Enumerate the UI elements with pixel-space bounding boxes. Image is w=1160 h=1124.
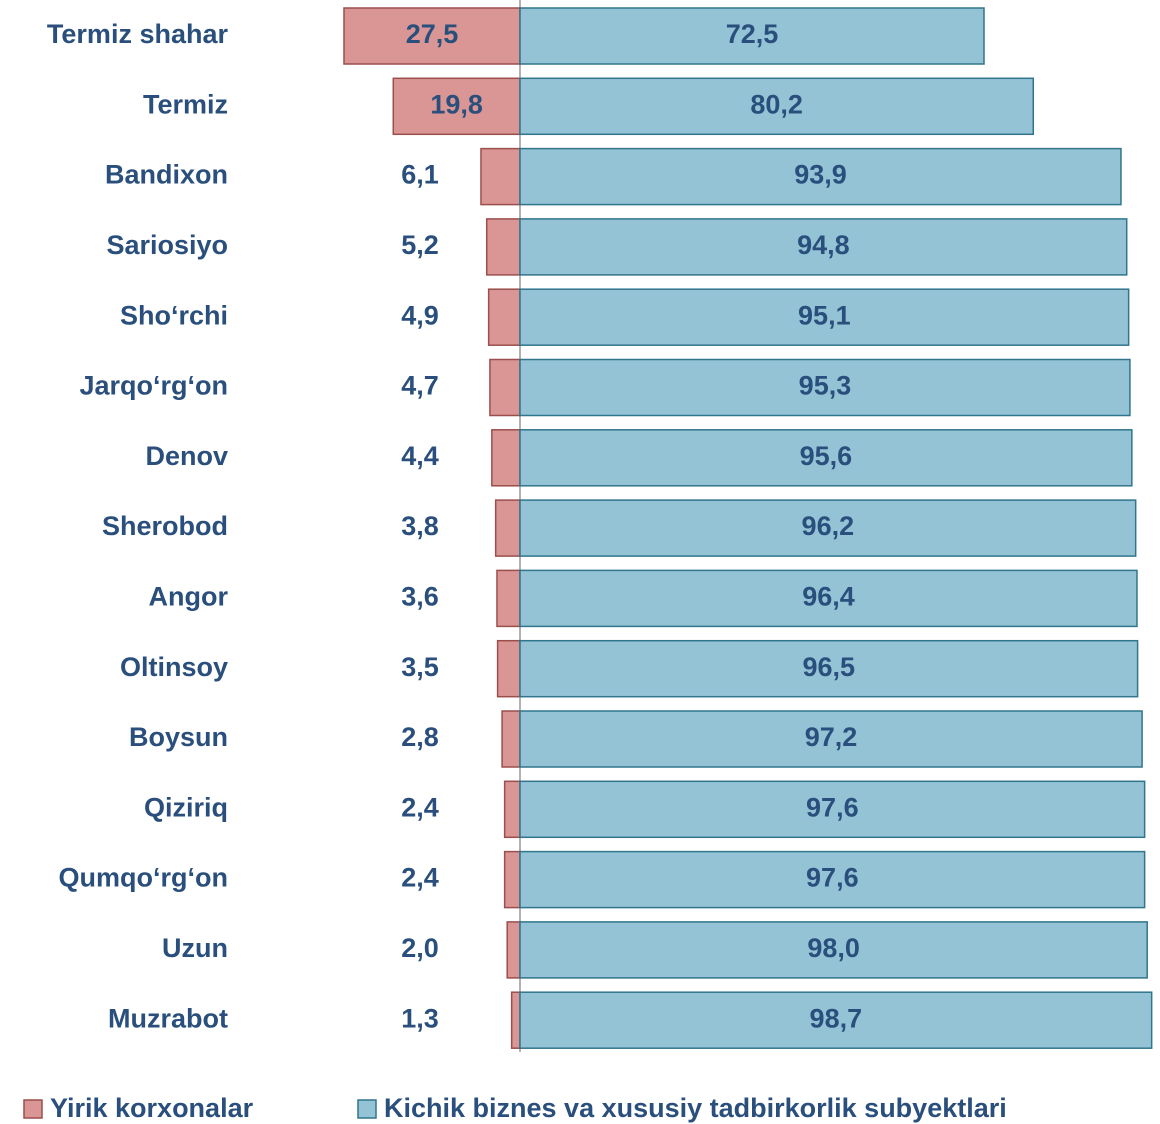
legend-swatch (23, 1099, 43, 1119)
value-label: 2,8 (401, 722, 439, 752)
category-label: Oltinsoy (120, 652, 228, 682)
category-label: Jarqo‘rg‘on (79, 371, 228, 401)
legend-label: Kichik biznes va xususiy tadbirkorlik su… (384, 1093, 1007, 1123)
bar (392, 77, 521, 136)
bar (519, 147, 1122, 206)
legend: Yirik korxonalar Kichik biznes va xususiy… (23, 1093, 1007, 1123)
value-label: 3,6 (401, 582, 439, 612)
bar (519, 218, 1128, 276)
category-label: Termiz shahar (47, 19, 229, 49)
bar (480, 147, 521, 206)
category-label: Sariosiyo (106, 230, 228, 260)
category-label: Muzrabot (108, 1003, 228, 1033)
category-label: Boysun (129, 722, 228, 752)
bar (503, 850, 521, 909)
bar (519, 780, 1146, 839)
value-label: 3,8 (401, 511, 439, 541)
bar (519, 991, 1153, 1049)
category-label: Qiziriq (144, 792, 228, 822)
bar (519, 569, 1138, 628)
bar (519, 358, 1131, 417)
bar (519, 639, 1139, 698)
legend-label: Yirik korxonalar (50, 1093, 254, 1123)
bar (496, 639, 521, 698)
bar (485, 218, 521, 276)
category-label: Bandixon (105, 160, 228, 190)
value-label: 97,6 (806, 863, 859, 893)
bar (503, 780, 521, 839)
category-label: Termiz (143, 89, 228, 119)
value-label: 96,4 (802, 582, 855, 612)
value-label: 6,1 (401, 160, 439, 190)
value-label: 93,9 (794, 160, 847, 190)
bar (487, 288, 521, 346)
value-label: 2,4 (401, 792, 439, 822)
value-label: 2,4 (401, 863, 439, 893)
value-label: 72,5 (726, 19, 779, 49)
value-label: 5,2 (401, 230, 439, 260)
value-label: 3,5 (401, 652, 439, 682)
category-label: Qumqo‘rg‘on (59, 863, 228, 893)
category-label: Denov (145, 441, 228, 471)
value-label: 27,5 (406, 19, 459, 49)
category-label: Uzun (162, 933, 228, 963)
bar (519, 7, 985, 65)
value-label: 1,3 (401, 1003, 439, 1033)
value-label: 97,6 (806, 792, 859, 822)
value-label: 2,0 (401, 933, 439, 963)
category-label: Sho‘rchi (120, 300, 228, 330)
value-label: 4,9 (401, 300, 439, 330)
bar (519, 499, 1137, 557)
bar (519, 77, 1035, 136)
value-label: 96,2 (802, 511, 855, 541)
bar (519, 288, 1130, 346)
bar (510, 991, 521, 1049)
bar (496, 569, 521, 628)
bar (506, 921, 521, 979)
value-label: 95,1 (798, 300, 851, 330)
value-label: 98,7 (810, 1003, 863, 1033)
bar (489, 358, 521, 417)
bar (501, 710, 521, 768)
value-label: 94,8 (797, 230, 850, 260)
value-label: 98,0 (807, 933, 860, 963)
value-label: 4,4 (401, 441, 439, 471)
value-label: 19,8 (430, 89, 483, 119)
value-label: 96,5 (803, 652, 856, 682)
category-label: Angor (149, 582, 229, 612)
value-label: 4,7 (401, 371, 439, 401)
value-label: 95,6 (800, 441, 853, 471)
value-label: 80,2 (750, 89, 803, 119)
bar (519, 429, 1133, 487)
bar (491, 429, 521, 487)
legend-swatch (357, 1099, 377, 1119)
value-label: 95,3 (799, 371, 852, 401)
bar (519, 921, 1148, 979)
category-label: Sherobod (102, 511, 228, 541)
bar (519, 850, 1146, 909)
bar (519, 710, 1143, 768)
value-label: 97,2 (805, 722, 858, 752)
bar (494, 499, 521, 557)
